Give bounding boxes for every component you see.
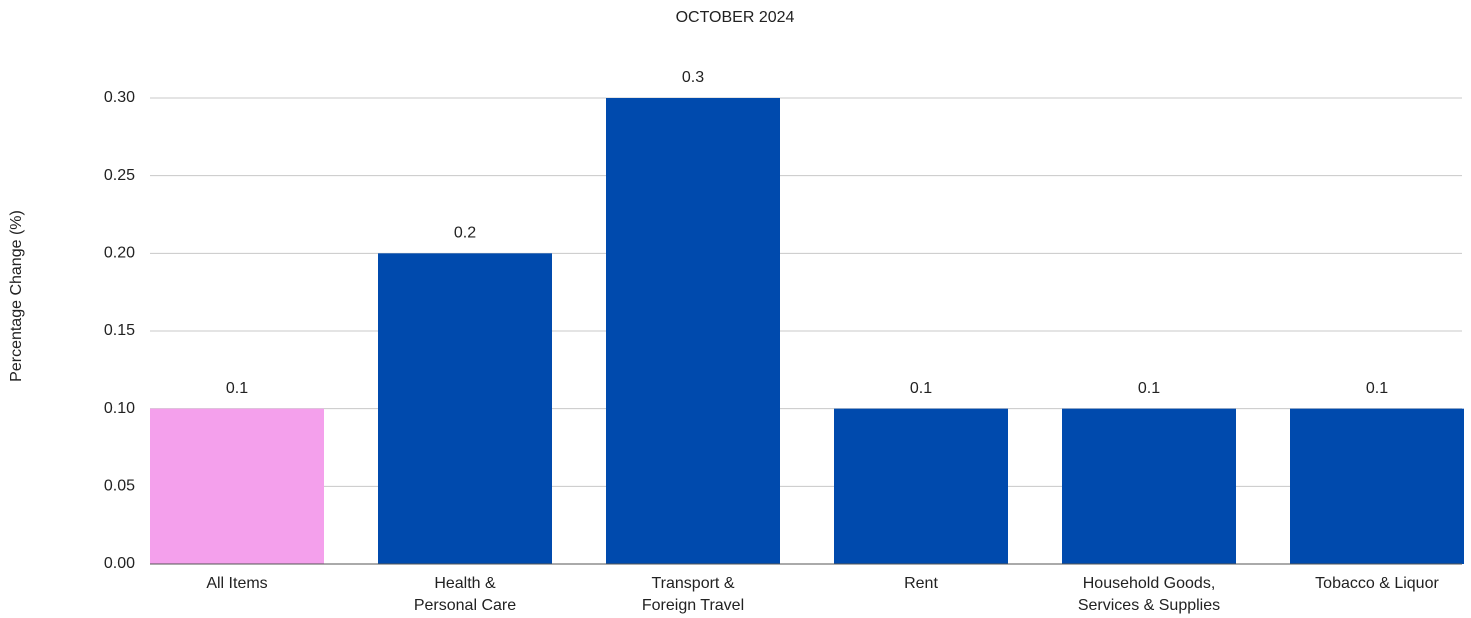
- bar: [834, 408, 1008, 564]
- x-tick-label: Health & Personal Care: [414, 575, 516, 614]
- x-tick-label: Rent: [904, 575, 938, 592]
- y-tick-label: 0.00: [104, 555, 135, 572]
- y-tick-label: 0.15: [104, 322, 135, 339]
- bar: [606, 98, 780, 564]
- x-tick-label: Transport & Foreign Travel: [642, 575, 744, 614]
- y-axis-label: Percentage Change (%): [8, 210, 25, 382]
- bar: [378, 253, 552, 565]
- value-label: 0.2: [454, 225, 476, 242]
- chart-title: OCTOBER 2024: [676, 9, 795, 26]
- bar: [1062, 408, 1236, 564]
- value-label: 0.1: [226, 380, 248, 397]
- x-tick-label: Tobacco & Liquor: [1315, 575, 1439, 592]
- value-label: 0.3: [682, 69, 704, 86]
- y-tick-label: 0.20: [104, 245, 135, 262]
- y-tick-label: 0.10: [104, 400, 135, 417]
- value-label: 0.1: [1138, 380, 1160, 397]
- bar: [150, 408, 324, 564]
- value-label: 0.1: [910, 380, 932, 397]
- value-label: 0.1: [1366, 380, 1388, 397]
- x-tick-label: All Items: [206, 575, 267, 592]
- y-tick-label: 0.05: [104, 478, 135, 495]
- y-tick-label: 0.30: [104, 89, 135, 106]
- y-tick-label: 0.25: [104, 167, 135, 184]
- bar: [1290, 408, 1464, 564]
- x-tick-label: Household Goods, Services & Supplies: [1078, 575, 1220, 614]
